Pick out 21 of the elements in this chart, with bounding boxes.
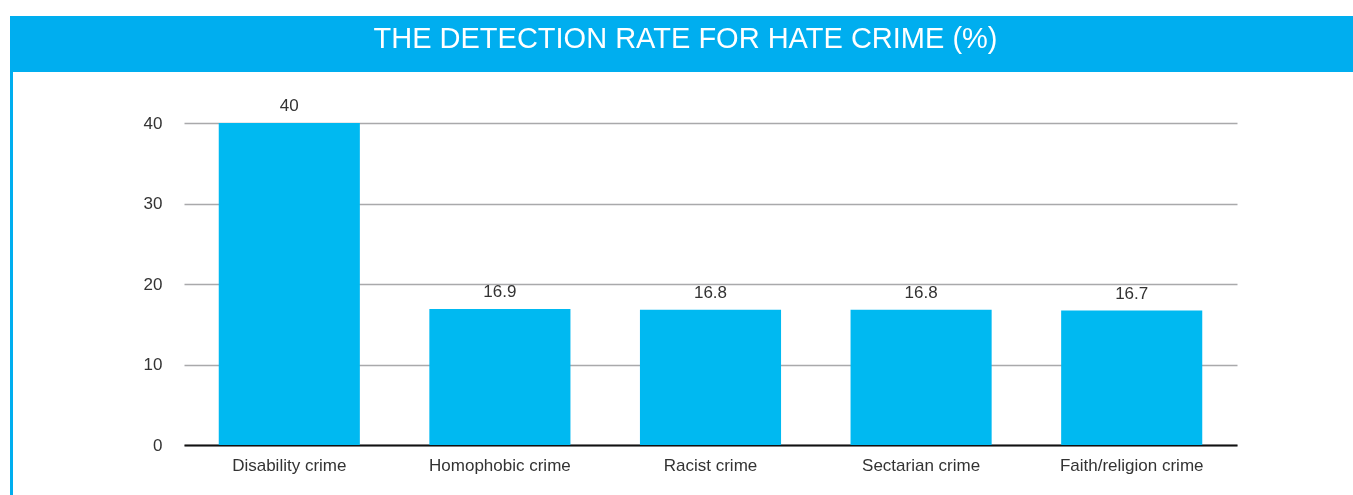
chart-title: THE DETECTION RATE FOR HATE CRIME (%) — [373, 22, 998, 54]
x-tick-label: Disability crime — [232, 455, 347, 475]
bar — [429, 308, 571, 445]
data-label: 16.8 — [693, 282, 728, 302]
bar — [850, 309, 992, 445]
bar — [639, 309, 782, 445]
y-tick-label: 10 — [143, 355, 163, 374]
y-tick-label: 40 — [143, 113, 163, 133]
y-tick-label: 0 — [153, 435, 163, 455]
data-label: 16.7 — [1115, 283, 1149, 303]
data-label: 16.8 — [904, 282, 938, 302]
y-tick-label: 30 — [143, 194, 163, 213]
bar — [1061, 310, 1203, 445]
x-tick-label: Racist crime — [663, 455, 758, 475]
bar — [218, 123, 360, 445]
data-label: 16.9 — [483, 281, 517, 301]
x-tick-label: Homophobic crime — [429, 455, 571, 475]
x-tick-label: Faith/religion crime — [1059, 455, 1204, 475]
y-tick-label: 20 — [143, 274, 163, 294]
x-tick-label: Sectarian crime — [862, 455, 981, 475]
data-label: 40 — [279, 96, 299, 115]
